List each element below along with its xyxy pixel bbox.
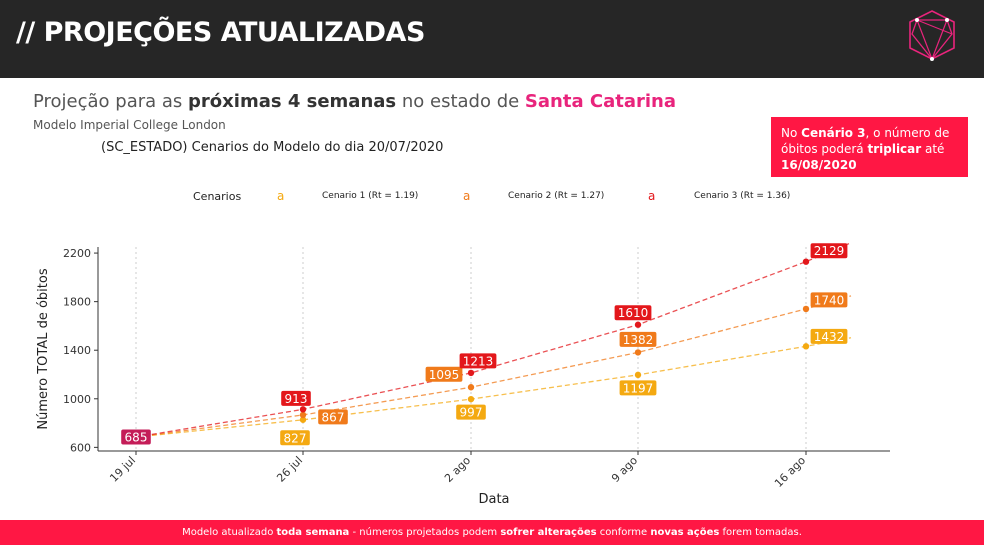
data-label-cenario3-2: 1213 [463, 354, 494, 368]
point-cenario1-4 [802, 343, 810, 350]
x-tick-label-1: 26 jul [274, 454, 305, 485]
data-label-start-box [121, 429, 151, 445]
series-line-cenario1 [135, 337, 852, 438]
y-tick-label-1: 1000 [63, 393, 91, 406]
point-cenario3-2 [467, 369, 475, 377]
callout-text-2: , o número de óbitos poderá [781, 126, 950, 156]
data-label-cenario2-4: 1740 [814, 293, 845, 307]
footer-every-week: toda semana [276, 527, 350, 538]
chart-title: (SC_ESTADO) Cenarios do Modelo do dia 20… [101, 140, 444, 155]
subtitle-middle: no estado de [396, 91, 525, 112]
callout-text-1: No [781, 126, 802, 140]
legend-key-cenario2: a [463, 189, 471, 203]
data-label-cenario3-1-box [281, 390, 311, 406]
data-label-cenario1-4-box [810, 328, 848, 344]
footer-text-1: Modelo atualizado [182, 527, 277, 538]
series-line-cenario2 [135, 295, 852, 438]
callout-text-3: até [921, 142, 945, 156]
subtitle-period: próximas 4 semanas [188, 91, 397, 112]
y-tick-label-0: 600 [70, 441, 91, 454]
data-label-cenario1-3: 1197 [623, 381, 654, 395]
data-label-cenario2-1-box [318, 409, 348, 425]
data-label-cenario2-4-box [810, 292, 848, 308]
subtitle-prefix: Projeção para as [33, 91, 189, 112]
point-cenario1-3 [634, 371, 642, 379]
footer-new-actions: novas ações [650, 527, 720, 538]
legend-label-cenario3: Cenario 3 (Rt = 1.36) [694, 191, 791, 201]
point-start [133, 434, 139, 441]
footer-changes: sofrer alterações [500, 527, 597, 538]
y-tick-label-2: 1400 [63, 344, 91, 357]
point-cenario3-3 [634, 321, 642, 328]
data-label-cenario1-1-box [280, 430, 310, 446]
point-cenario2-1 [299, 411, 307, 419]
point-cenario2-4 [802, 305, 810, 313]
y-tick-label-3: 1800 [63, 296, 91, 309]
legend-key-cenario1: a [277, 189, 285, 203]
point-cenario2-2 [467, 384, 475, 391]
scenario-callout: No Cenário 3, o número de óbitos poderá … [771, 117, 968, 177]
y-tick-label-4: 2200 [63, 247, 91, 260]
data-label-cenario3-3-box [614, 305, 652, 321]
x-tick-label-3: 9 ago [609, 454, 640, 485]
footer-text-3: conforme [596, 527, 651, 538]
brand-logo-icon [909, 10, 955, 61]
data-label-cenario1-3-box [619, 380, 657, 396]
data-label-cenario3-3: 1610 [618, 306, 649, 320]
footer-bar: Modelo atualizado toda semana - números … [0, 520, 984, 545]
data-label-cenario1-1: 827 [284, 431, 307, 445]
data-label-cenario1-4: 1432 [814, 330, 845, 344]
footer-text-4: forem tomadas. [719, 527, 802, 538]
point-cenario2-3 [634, 349, 642, 356]
x-tick-label-4: 16 ago [772, 454, 808, 490]
data-label-cenario3-4: 2129 [814, 244, 845, 258]
data-label-cenario1-2-box [456, 404, 486, 420]
data-label-cenario3-1: 913 [285, 392, 308, 406]
header-bar: // PROJEÇÕES ATUALIZADAS [0, 0, 984, 78]
legend-label-cenario2: Cenario 2 (Rt = 1.27) [508, 191, 605, 201]
point-cenario1-1 [299, 416, 307, 423]
projection-subtitle: Projeção para as próximas 4 semanas no e… [33, 91, 676, 112]
x-tick-label-0: 19 jul [107, 454, 138, 485]
data-label-cenario3-2-box [459, 353, 497, 369]
y-axis-title: Número TOTAL de óbitos [36, 268, 51, 429]
data-label-start: 685 [125, 431, 148, 445]
series-line-cenario3 [135, 242, 852, 438]
point-cenario3-4 [802, 258, 810, 265]
data-label-cenario1-2: 997 [460, 406, 483, 420]
callout-scenario: Cenário 3 [801, 126, 866, 140]
data-label-cenario2-1: 867 [322, 410, 345, 424]
page-title: // PROJEÇÕES ATUALIZADAS [16, 17, 425, 48]
callout-triple: triplicar [867, 142, 922, 156]
x-tick-label-2: 2 ago [442, 454, 473, 485]
model-label: Modelo Imperial College London [33, 118, 226, 132]
footer-text-2: - números projetados podem [349, 527, 501, 538]
data-label-cenario2-2-box [425, 366, 463, 382]
data-label-cenario2-2: 1095 [429, 368, 460, 382]
legend-title: Cenarios [193, 190, 242, 203]
point-cenario1-2 [467, 395, 475, 403]
data-label-cenario3-4-box [810, 243, 848, 259]
subtitle-state: Santa Catarina [524, 91, 676, 112]
callout-date: 16/08/2020 [781, 158, 857, 172]
data-label-cenario2-3: 1382 [623, 333, 654, 347]
legend-key-cenario3: a [648, 189, 656, 203]
legend-label-cenario1: Cenario 1 (Rt = 1.19) [322, 191, 419, 201]
chart-legend: Cenarios a Cenario 1 (Rt = 1.19) a Cenar… [0, 188, 984, 208]
x-axis-title: Data [478, 492, 509, 507]
point-cenario3-1 [299, 406, 307, 413]
data-label-cenario2-3-box [619, 331, 657, 347]
